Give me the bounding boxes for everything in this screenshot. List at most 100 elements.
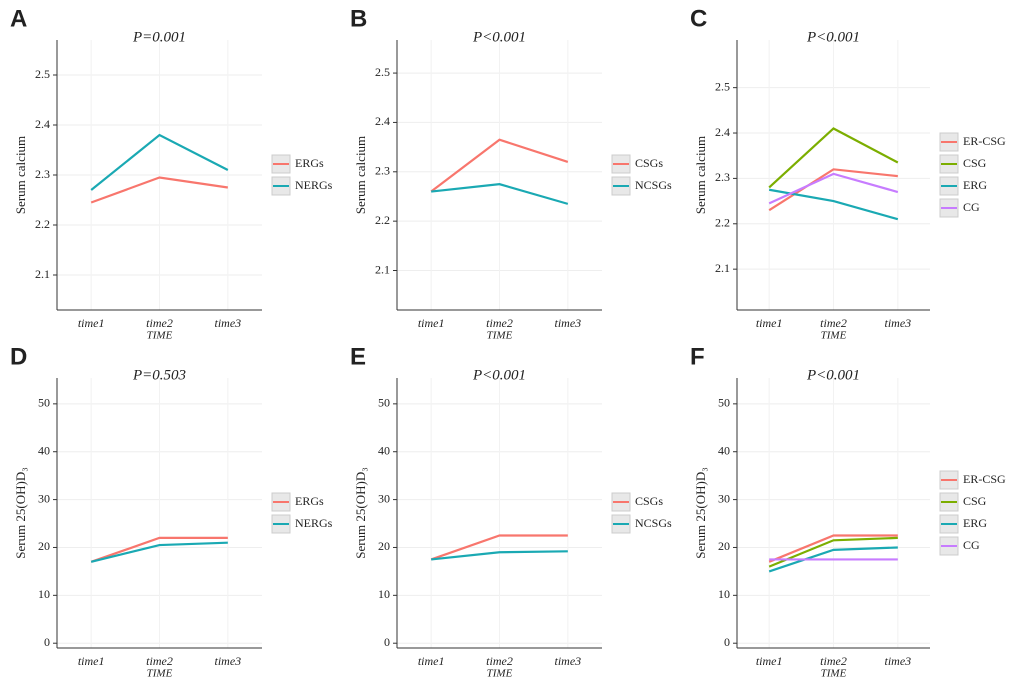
series-line — [90, 176, 228, 204]
x-axis-label: TIME — [821, 668, 847, 680]
x-tick-label: time2 — [146, 316, 173, 330]
legend-label: ER-CSG — [963, 472, 1006, 486]
chart-title: P<0.001 — [472, 29, 526, 45]
series-line — [90, 541, 228, 563]
y-tick-label: 2.3 — [715, 170, 730, 184]
y-tick-label: 50 — [38, 396, 50, 410]
series-line — [90, 536, 228, 563]
legend-label: CSG — [963, 156, 987, 170]
x-axis-label: TIME — [821, 330, 847, 342]
legend-label: CSG — [963, 494, 987, 508]
y-tick-label: 40 — [718, 443, 730, 457]
y-tick-label: 2.4 — [35, 117, 50, 131]
x-tick-label: time3 — [214, 654, 241, 668]
legend-label: ERG — [963, 178, 987, 192]
panel-letter: C — [690, 5, 707, 32]
legend-label: NERGs — [295, 516, 333, 530]
y-tick-label: 20 — [38, 539, 50, 553]
y-tick-label: 2.5 — [715, 79, 730, 93]
series-line — [90, 133, 229, 191]
legend-label: NCSGs — [635, 516, 672, 530]
y-axis-label: Serum 25(OH)D₃ — [353, 467, 368, 559]
legend-label: CSGs — [635, 494, 663, 508]
y-tick-label: 2.1 — [375, 262, 390, 276]
series-line — [768, 536, 898, 568]
y-tick-label: 2.5 — [375, 65, 390, 79]
series-line — [768, 168, 898, 212]
series-line — [430, 138, 569, 193]
series-line — [431, 550, 568, 561]
x-axis-label: TIME — [147, 668, 173, 680]
panel-letter: D — [10, 343, 27, 370]
series-line — [768, 546, 898, 573]
panel-letter: F — [690, 343, 705, 370]
x-axis-label: TIME — [147, 330, 173, 342]
y-tick-label: 2.2 — [375, 213, 390, 227]
series-line — [768, 172, 899, 205]
x-axis-label: TIME — [487, 668, 513, 680]
y-axis-label: Serum calcium — [353, 136, 368, 214]
y-tick-label: 50 — [718, 396, 730, 410]
y-axis-label: Serum 25(OH)D₃ — [13, 467, 28, 559]
y-tick-label: 2.3 — [375, 164, 390, 178]
x-tick-label: time1 — [78, 654, 105, 668]
y-tick-label: 20 — [718, 539, 730, 553]
y-tick-label: 20 — [378, 539, 390, 553]
y-axis-label: Serum 25(OH)D₃ — [693, 467, 708, 559]
x-tick-label: time3 — [884, 316, 911, 330]
x-tick-label: time3 — [554, 316, 581, 330]
x-tick-label: time1 — [418, 654, 445, 668]
panel-letter: E — [350, 343, 366, 370]
x-tick-label: time3 — [554, 654, 581, 668]
y-tick-label: 2.4 — [375, 114, 390, 128]
y-tick-label: 10 — [718, 587, 730, 601]
y-tick-label: 0 — [44, 635, 50, 649]
legend-label: NERGs — [295, 178, 333, 192]
y-tick-label: 2.1 — [715, 261, 730, 275]
y-tick-label: 10 — [378, 587, 390, 601]
panel-letter: A — [10, 5, 27, 32]
y-tick-label: 50 — [378, 396, 390, 410]
y-tick-label: 0 — [384, 635, 390, 649]
x-axis-label: TIME — [487, 330, 513, 342]
y-tick-label: 2.4 — [715, 125, 730, 139]
legend-label: ER-CSG — [963, 134, 1006, 148]
y-tick-label: 2.2 — [715, 216, 730, 230]
y-tick-label: 30 — [38, 491, 50, 505]
y-tick-label: 10 — [38, 587, 50, 601]
legend-label: CG — [963, 538, 980, 552]
y-tick-label: 0 — [724, 635, 730, 649]
x-tick-label: time2 — [486, 654, 513, 668]
y-tick-label: 30 — [718, 491, 730, 505]
legend-label: NCSGs — [635, 178, 672, 192]
x-tick-label: time1 — [418, 316, 445, 330]
y-tick-label: 2.2 — [35, 217, 50, 231]
y-tick-label: 2.3 — [35, 167, 50, 181]
y-tick-label: 30 — [378, 491, 390, 505]
chart-title: P<0.001 — [472, 367, 526, 383]
x-tick-label: time2 — [820, 316, 847, 330]
legend-label: CSGs — [635, 156, 663, 170]
chart-title: P<0.001 — [806, 367, 860, 383]
legend-label: ERGs — [295, 494, 324, 508]
legend-label: CG — [963, 200, 980, 214]
x-tick-label: time2 — [820, 654, 847, 668]
chart-title: P=0.001 — [132, 29, 186, 45]
series-line — [768, 127, 899, 189]
series-line — [430, 534, 568, 561]
y-axis-label: Serum calcium — [693, 136, 708, 214]
y-tick-label: 2.1 — [35, 267, 50, 281]
x-tick-label: time1 — [756, 316, 783, 330]
legend-label: ERGs — [295, 156, 324, 170]
x-tick-label: time1 — [756, 654, 783, 668]
chart-title: P=0.503 — [132, 367, 186, 383]
y-axis-label: Serum calcium — [13, 136, 28, 214]
chart-title: P<0.001 — [806, 29, 860, 45]
series-line — [431, 183, 569, 205]
y-tick-label: 40 — [38, 443, 50, 457]
y-tick-label: 40 — [378, 443, 390, 457]
x-tick-label: time3 — [884, 654, 911, 668]
series-line — [768, 534, 898, 563]
